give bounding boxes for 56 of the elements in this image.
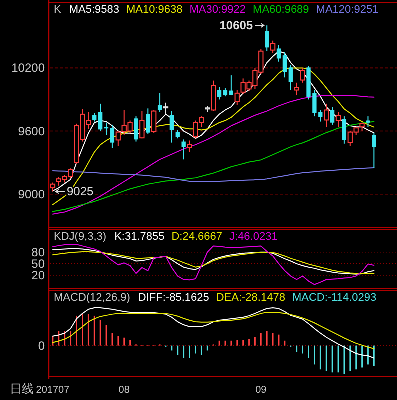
y-tick-label: 50 [32, 256, 46, 271]
y-tick-label: 80 [32, 245, 46, 260]
candlestick [217, 86, 222, 100]
series-label: D:24.6667 [172, 231, 222, 243]
candlestick [330, 106, 335, 126]
candlestick [182, 139, 186, 160]
text: MA30:9922 [190, 4, 246, 16]
candlestick [265, 25, 270, 52]
candlestick [300, 68, 306, 84]
annotation: 10605 [220, 18, 254, 33]
candlestick [282, 52, 288, 78]
candlestick [152, 110, 157, 134]
text: MA10:9638 [126, 4, 183, 16]
candlestick [324, 103, 330, 128]
candlestick [294, 82, 300, 96]
y-tick-label: 9600 [18, 124, 46, 138]
line-series [52, 167, 375, 182]
text: MA5:9583 [69, 4, 120, 16]
candlestick [98, 103, 103, 132]
line-series [52, 244, 375, 286]
x-tick-label: 09 [256, 385, 268, 396]
candlestick [270, 40, 276, 54]
chart-title: K [54, 4, 62, 16]
candlestick [234, 90, 240, 106]
x-tick-label: 08 [118, 385, 130, 396]
text: MA120:9251 [316, 4, 379, 16]
candlestick [187, 140, 192, 153]
text: MACD:-114.0293 [292, 292, 377, 304]
candlestick [134, 116, 138, 142]
text: MA60:9689 [253, 4, 310, 16]
y-tick-label: 9000 [18, 187, 46, 202]
candlestick [163, 102, 169, 115]
ref-line-label: 0 [38, 338, 46, 353]
candlestick [366, 116, 370, 128]
y-tick-label: 10200 [12, 61, 46, 76]
series-label: DIFF:-85.1625 [138, 292, 210, 304]
candlestick [104, 122, 109, 136]
candlestick [229, 75, 234, 96]
series-label: DEA:-28.1478 [216, 292, 286, 304]
candlestick [276, 44, 282, 62]
x-axis-title: 日线 [10, 382, 34, 396]
chart-title: MACD(12,26,9) [54, 292, 130, 304]
candlestick [288, 64, 293, 91]
candlestick [110, 124, 115, 149]
candlestick [336, 112, 342, 128]
series-label: K:31.7855 [114, 231, 165, 243]
candlestick [342, 116, 347, 144]
x-tick-label: 201707 [36, 385, 70, 396]
chart-title: KDJ(9,3,3) [54, 231, 107, 243]
candlestick [158, 92, 162, 113]
candlestick [146, 108, 150, 135]
y-tick-label: 20 [32, 268, 46, 283]
candlestick [140, 110, 145, 140]
series-label: J:46.0231 [230, 231, 278, 243]
candlestick [170, 110, 174, 144]
candlestick [372, 132, 376, 169]
